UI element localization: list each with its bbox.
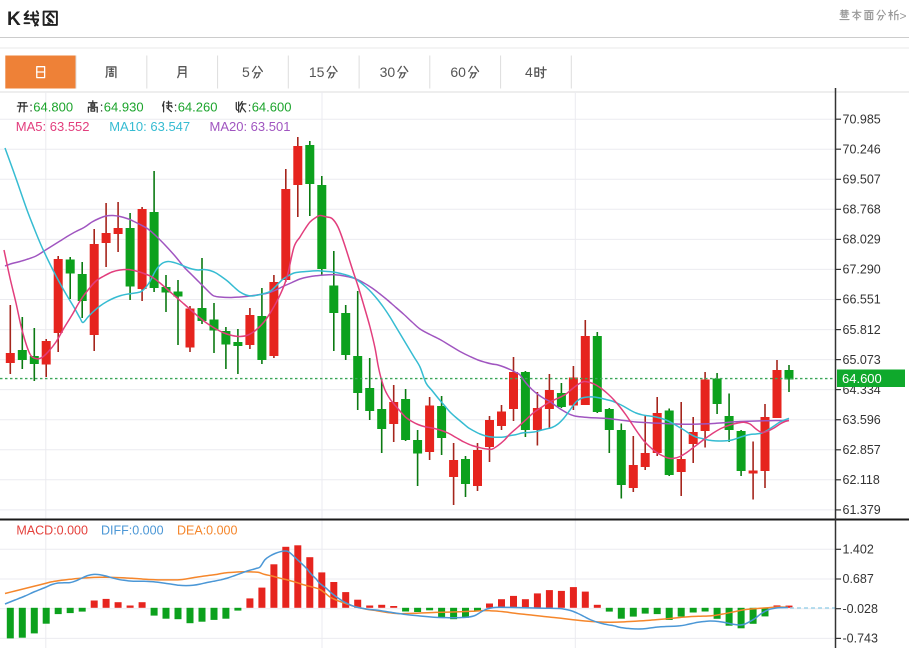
svg-text:1.402: 1.402: [843, 543, 874, 557]
svg-text:68.768: 68.768: [843, 203, 881, 217]
svg-text:62.857: 62.857: [843, 443, 881, 457]
svg-text:66.551: 66.551: [843, 293, 881, 307]
svg-text:70.246: 70.246: [843, 142, 881, 156]
svg-text:64.930: 64.930: [104, 99, 144, 114]
svg-text:5: 5: [242, 64, 250, 80]
svg-text:MA5: 63.552: MA5: 63.552: [16, 119, 90, 134]
svg-text::: :: [100, 99, 104, 114]
svg-text:70.985: 70.985: [843, 112, 881, 126]
svg-text:0.687: 0.687: [843, 572, 874, 586]
svg-text:MA10: 63.547: MA10: 63.547: [109, 119, 190, 134]
svg-text:MA20: 63.501: MA20: 63.501: [210, 119, 291, 134]
svg-text:K: K: [7, 9, 21, 30]
svg-text:60: 60: [450, 64, 466, 80]
svg-text::: :: [29, 99, 33, 114]
svg-text:65.073: 65.073: [843, 353, 881, 367]
svg-text:68.029: 68.029: [843, 233, 881, 247]
svg-text::: :: [174, 99, 178, 114]
svg-text:64.600: 64.600: [252, 99, 292, 114]
svg-text:DIFF:0.000: DIFF:0.000: [101, 524, 164, 538]
svg-text:4: 4: [525, 64, 533, 80]
svg-text:-0.028: -0.028: [843, 602, 878, 616]
svg-text:>: >: [900, 9, 907, 23]
svg-text:65.812: 65.812: [843, 323, 881, 337]
svg-text:64.260: 64.260: [178, 99, 218, 114]
svg-text::: :: [248, 99, 252, 114]
svg-text:63.596: 63.596: [843, 413, 881, 427]
svg-text:MACD:0.000: MACD:0.000: [16, 524, 88, 538]
svg-text:67.290: 67.290: [843, 263, 881, 277]
svg-text:64.800: 64.800: [33, 99, 73, 114]
svg-text:-0.743: -0.743: [843, 632, 878, 646]
svg-text:64.600: 64.600: [842, 371, 882, 386]
svg-text:69.507: 69.507: [843, 173, 881, 187]
svg-text:30: 30: [380, 64, 396, 80]
svg-text:62.118: 62.118: [843, 473, 880, 487]
svg-text:DEA:0.000: DEA:0.000: [177, 524, 238, 538]
svg-text:61.379: 61.379: [843, 503, 881, 517]
svg-text:15: 15: [309, 64, 325, 80]
